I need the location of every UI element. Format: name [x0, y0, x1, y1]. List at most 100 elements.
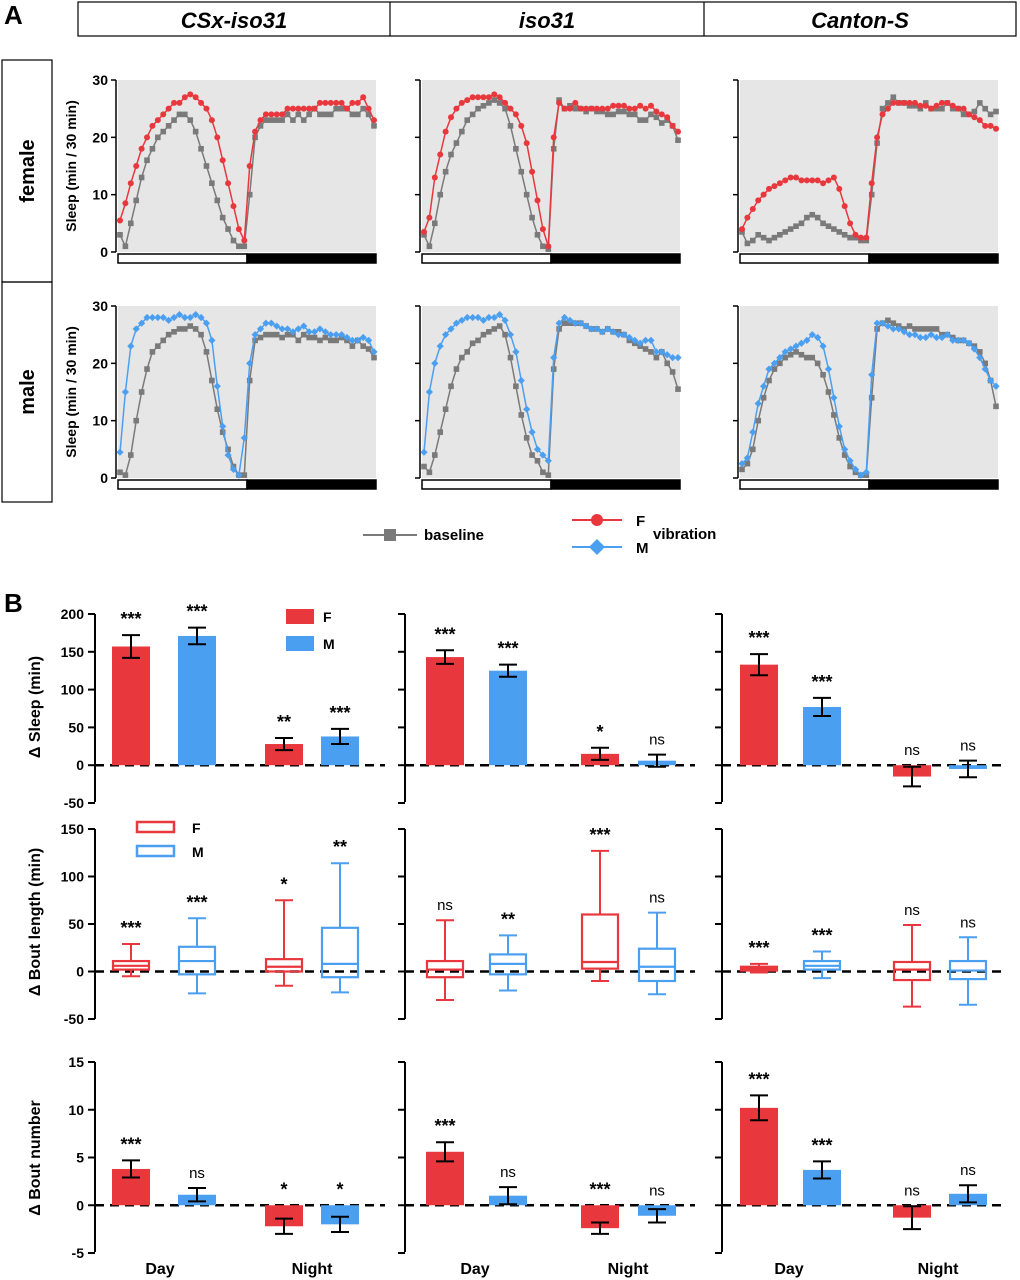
baseline-point	[976, 349, 983, 355]
y-tick-label: 0	[76, 964, 84, 980]
baseline-point	[203, 163, 210, 169]
baseline-point	[432, 452, 438, 458]
vibration-point-male	[803, 336, 811, 344]
baseline-point	[453, 140, 460, 146]
baseline-point	[486, 100, 492, 106]
baseline-point	[847, 463, 853, 470]
baseline-point	[664, 360, 670, 367]
significance-label: ***	[589, 825, 610, 845]
significance-label: ***	[748, 1069, 769, 1089]
significance-label: *	[280, 1179, 287, 1199]
vibration-point-female	[809, 177, 816, 184]
vibration-point-male	[808, 331, 816, 339]
box-m-night	[637, 947, 677, 983]
vibration-point-female	[879, 111, 886, 118]
baseline-point	[365, 111, 372, 118]
vibration-point-female	[491, 91, 498, 98]
vibration-point-male	[577, 319, 585, 327]
baseline-point	[236, 243, 242, 250]
baseline-point	[219, 429, 226, 435]
sleep-y-tick-label: 10	[92, 187, 108, 203]
baseline-point	[290, 117, 296, 123]
legend-a: baseline F M vibration	[363, 513, 716, 557]
vibration-point-female	[852, 231, 859, 238]
legend-f-marker	[591, 514, 603, 526]
baseline-point	[534, 458, 541, 464]
vibration-point-male	[224, 451, 232, 459]
vibration-point-male	[240, 434, 248, 442]
baseline-point	[300, 331, 307, 338]
baseline-point	[306, 334, 312, 341]
vibration-point-female	[208, 117, 215, 124]
baseline-point	[257, 334, 264, 341]
light-phase-bar	[421, 253, 552, 264]
vibration-point-female	[825, 177, 832, 184]
significance-label: ns	[904, 742, 920, 759]
sleep-plot-bg-male-1	[422, 306, 680, 478]
vibration-point-female	[566, 105, 573, 112]
baseline-point	[755, 417, 762, 424]
y-tick-label: -5	[72, 1245, 85, 1261]
vibration-point-female	[583, 105, 590, 112]
vibration-point-female	[572, 99, 579, 106]
vibration-point-female	[176, 99, 183, 106]
baseline-point	[160, 128, 167, 135]
vibration-point-male	[143, 313, 151, 322]
baseline-point	[496, 323, 503, 329]
vibration-point-male	[148, 313, 157, 322]
vibration-point-male	[544, 457, 552, 465]
vibration-point-female	[485, 94, 492, 101]
baseline-point	[917, 326, 924, 332]
vibration-point-female	[496, 94, 503, 101]
baseline-point	[755, 232, 762, 238]
baseline-point	[192, 128, 199, 135]
vibration-point-female	[771, 183, 778, 190]
vibration-point-female	[475, 94, 482, 101]
vibration-point-female	[311, 105, 318, 112]
baseline-point	[648, 111, 654, 118]
significance-label: ns	[649, 1182, 665, 1199]
baseline-point	[432, 220, 438, 227]
baseline-point	[322, 111, 329, 118]
vibration-point-male	[192, 311, 200, 319]
vibration-point-male	[754, 399, 762, 408]
significance-label: **	[501, 909, 515, 929]
vibration-point-female	[469, 94, 476, 101]
vibration-point-female	[480, 94, 487, 101]
vibration-point-male	[431, 359, 439, 367]
baseline-point	[117, 469, 123, 476]
baseline-point	[354, 111, 361, 118]
vibration-point-female	[637, 102, 644, 109]
vibration-point-male	[560, 313, 569, 322]
row-label-box-male	[1, 281, 53, 503]
dark-phase-bar	[246, 479, 377, 490]
vibration-point-female	[610, 102, 617, 109]
vibration-point-female	[599, 105, 606, 112]
vibration-point-female	[354, 99, 361, 106]
vibration-point-female	[814, 177, 821, 184]
strain-header-box	[77, 1, 1017, 37]
vibration-point-female	[117, 217, 123, 224]
vibration-point-female	[421, 228, 427, 235]
vibration-point-male	[911, 331, 919, 339]
sleep-ylabel-male: Sleep (min / 30 min)	[63, 326, 79, 457]
vibration-point-female	[556, 99, 563, 106]
baseline-point	[214, 197, 221, 204]
dsleep-ylabel: Δ Sleep (min)	[27, 656, 44, 758]
baseline-point	[171, 117, 177, 123]
baseline-point	[338, 105, 345, 112]
baseline-point	[295, 111, 302, 118]
vibration-point-male	[337, 331, 346, 339]
baseline-point	[209, 377, 215, 384]
legend-baseline-label: baseline	[424, 527, 484, 544]
vibration-point-female	[782, 177, 789, 184]
vibration-point-male	[857, 471, 865, 479]
vibration-point-female	[160, 111, 167, 118]
vibration-point-male	[636, 339, 644, 347]
baseline-point	[885, 100, 891, 106]
baseline-point	[502, 105, 508, 112]
baseline-point	[469, 340, 476, 347]
vibration-point-female	[241, 237, 248, 244]
vibration-point-male	[170, 313, 178, 322]
